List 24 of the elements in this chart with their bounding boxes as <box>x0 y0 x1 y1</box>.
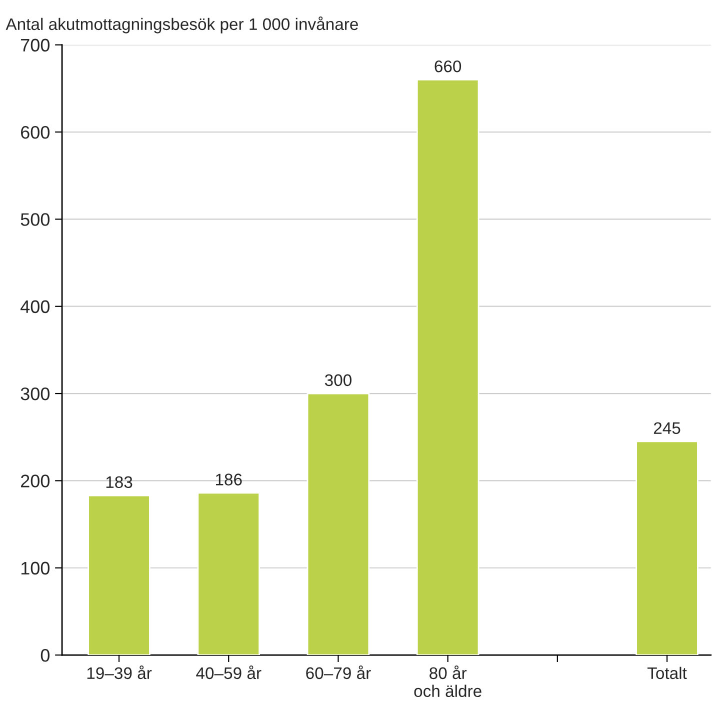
data-label: 300 <box>324 374 352 386</box>
x-tick-label: 80 år och äldre <box>414 665 482 698</box>
y-axis-title: Antal akutmottagningsbesök per 1 000 invånare <box>6 16 358 34</box>
data-label: 660 <box>434 60 462 72</box>
y-tick-label: 700 <box>21 38 50 52</box>
x-tick-label: Totalt <box>647 666 687 680</box>
data-label: 183 <box>106 476 132 488</box>
y-tick-label: 100 <box>21 562 50 575</box>
data-label: 186 <box>216 474 242 486</box>
y-tick-label: 500 <box>20 213 50 226</box>
x-tick-label: 19–39 år <box>87 665 152 680</box>
y-tick-label: 600 <box>21 126 50 139</box>
bar <box>88 494 150 656</box>
bar <box>416 79 480 656</box>
y-tick-label: 400 <box>20 300 50 314</box>
y-tick-label: 0 <box>40 648 50 662</box>
y-tick-label: 200 <box>21 474 50 488</box>
y-tick-label: 300 <box>20 387 50 400</box>
bar <box>306 392 370 656</box>
x-tick-label: 40–59 år <box>196 665 262 680</box>
bar <box>636 440 698 656</box>
bar <box>197 492 260 656</box>
data-label: 245 <box>654 422 680 434</box>
x-tick-label: 60–79 år <box>306 665 371 680</box>
